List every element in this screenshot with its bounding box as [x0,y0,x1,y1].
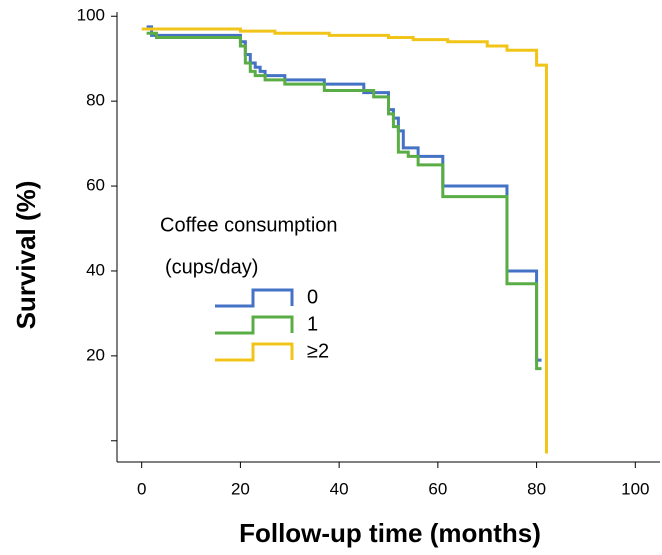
x-tick-label: 100 [621,479,649,498]
y-tick-label: 40 [86,260,105,279]
legend-swatch [215,342,294,362]
y-tick-label: 100 [77,6,105,25]
legend-label: 1 [307,313,318,335]
y-tick-label: 80 [86,91,105,110]
survival-curve [146,31,542,371]
x-tick-label: 80 [527,479,546,498]
legend-label: 0 [307,286,318,308]
x-tick-label: 40 [330,479,349,498]
survival-curve [146,25,542,362]
y-tick-label: 20 [86,345,105,364]
legend-swatch [215,288,294,308]
legend-title: (cups/day) [165,256,258,278]
x-tick-label: 0 [137,479,146,498]
x-tick-label: 60 [428,479,447,498]
survival-curve [141,27,548,454]
legend-swatch [215,315,294,335]
y-axis-label: Survival (%) [11,181,41,330]
x-axis-label: Follow-up time (months) [239,518,541,548]
legend-title: Coffee consumption [160,214,338,236]
y-tick-label: 60 [86,176,105,195]
x-tick-label: 20 [231,479,250,498]
legend-label: ≥2 [307,340,329,362]
